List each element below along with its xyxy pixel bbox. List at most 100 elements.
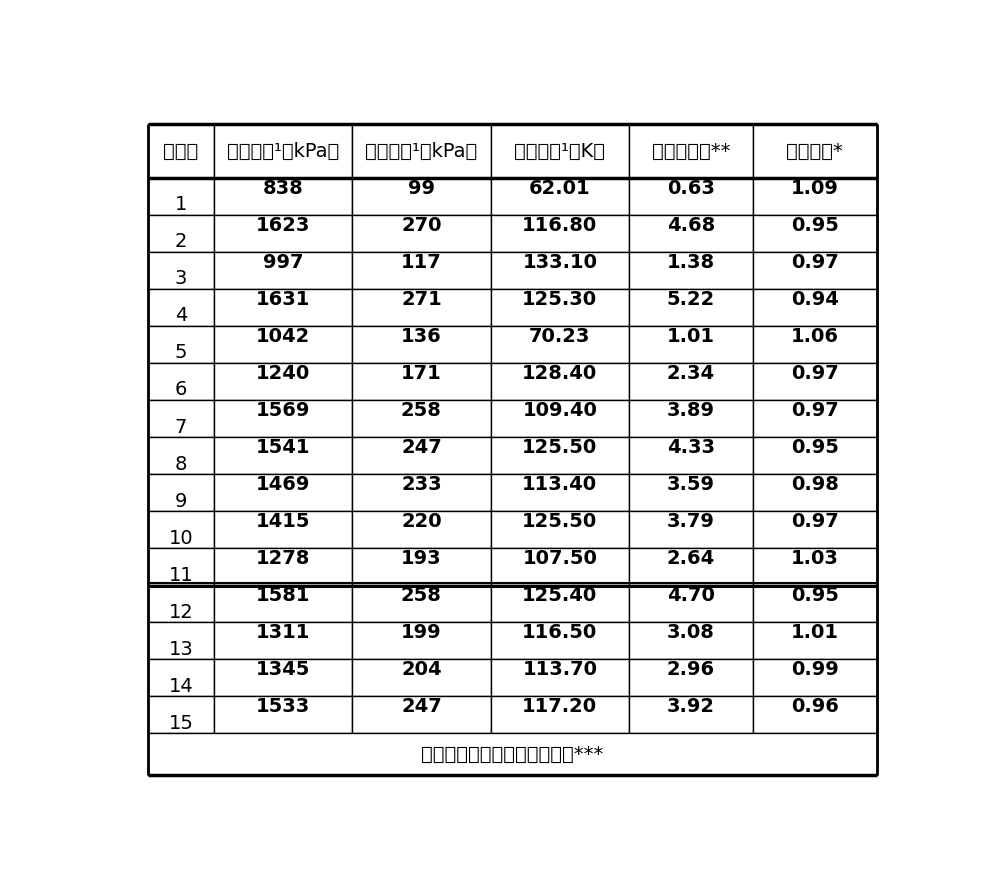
Bar — [148, 363, 214, 401]
Text: 相对制冷量**: 相对制冷量** — [652, 142, 730, 160]
Text: 8: 8 — [175, 455, 187, 473]
Bar — [352, 124, 491, 178]
Text: 199: 199 — [401, 623, 442, 643]
Bar — [352, 178, 491, 215]
Text: 270: 270 — [401, 216, 442, 235]
Bar — [491, 289, 629, 327]
Bar — [753, 124, 877, 178]
Bar — [352, 622, 491, 659]
Bar — [352, 512, 491, 548]
Text: 136: 136 — [401, 328, 442, 346]
Bar — [352, 289, 491, 327]
Text: 0.95: 0.95 — [791, 438, 839, 457]
Bar — [491, 474, 629, 512]
Text: 5: 5 — [175, 344, 187, 362]
Bar — [214, 289, 352, 327]
Text: 117: 117 — [401, 253, 442, 272]
Text: 1569: 1569 — [256, 401, 310, 420]
Text: 271: 271 — [401, 290, 442, 309]
Bar — [148, 474, 214, 512]
Text: 3.79: 3.79 — [667, 513, 715, 531]
Text: 11: 11 — [169, 565, 193, 585]
Text: 3.89: 3.89 — [667, 401, 715, 420]
Bar — [352, 437, 491, 474]
Text: 3: 3 — [175, 270, 187, 288]
Bar — [148, 548, 214, 586]
Bar — [148, 253, 214, 289]
Text: 109.40: 109.40 — [522, 401, 597, 420]
Bar — [214, 622, 352, 659]
Bar — [148, 733, 877, 775]
Text: 1.09: 1.09 — [791, 179, 839, 198]
Bar — [148, 696, 214, 733]
Text: 1.03: 1.03 — [791, 549, 839, 568]
Bar — [214, 327, 352, 363]
Text: 233: 233 — [401, 475, 442, 494]
Bar — [753, 178, 877, 215]
Text: 1345: 1345 — [256, 660, 310, 679]
Bar — [491, 400, 629, 437]
Bar — [214, 696, 352, 733]
Text: 1240: 1240 — [256, 364, 310, 384]
Bar — [491, 215, 629, 253]
Text: 1.38: 1.38 — [667, 253, 715, 272]
Bar — [491, 512, 629, 548]
Bar — [629, 400, 753, 437]
Text: 0.96: 0.96 — [791, 697, 839, 716]
Bar — [629, 696, 753, 733]
Text: 13: 13 — [169, 640, 193, 659]
Bar — [753, 437, 877, 474]
Bar — [753, 622, 877, 659]
Bar — [753, 327, 877, 363]
Text: 4.68: 4.68 — [667, 216, 715, 235]
Text: 1042: 1042 — [256, 328, 310, 346]
Bar — [352, 659, 491, 696]
Bar — [629, 289, 753, 327]
Bar — [753, 548, 877, 586]
Text: 193: 193 — [401, 549, 442, 568]
Text: 现有技术中各制冷剂性能比较***: 现有技术中各制冷剂性能比较*** — [421, 745, 604, 764]
Text: 204: 204 — [401, 660, 442, 679]
Bar — [753, 512, 877, 548]
Text: 70.23: 70.23 — [529, 328, 591, 346]
Text: 258: 258 — [401, 587, 442, 605]
Bar — [753, 400, 877, 437]
Text: 2.64: 2.64 — [667, 549, 715, 568]
Bar — [753, 363, 877, 401]
Text: 125.30: 125.30 — [522, 290, 597, 309]
Bar — [629, 512, 753, 548]
Bar — [214, 474, 352, 512]
Bar — [352, 327, 491, 363]
Text: 0.95: 0.95 — [791, 216, 839, 235]
Text: 171: 171 — [401, 364, 442, 384]
Text: 0.94: 0.94 — [791, 290, 839, 309]
Bar — [148, 437, 214, 474]
Text: 实施例: 实施例 — [163, 142, 199, 160]
Bar — [629, 474, 753, 512]
Bar — [148, 586, 214, 622]
Text: 125.50: 125.50 — [522, 438, 597, 457]
Bar — [629, 327, 753, 363]
Bar — [629, 437, 753, 474]
Bar — [491, 548, 629, 586]
Text: 5.22: 5.22 — [667, 290, 715, 309]
Bar — [148, 400, 214, 437]
Text: 0.95: 0.95 — [791, 587, 839, 605]
Bar — [148, 327, 214, 363]
Text: 62.01: 62.01 — [529, 179, 591, 198]
Bar — [352, 474, 491, 512]
Text: 220: 220 — [401, 513, 442, 531]
Text: 247: 247 — [401, 438, 442, 457]
Text: 1.01: 1.01 — [791, 623, 839, 643]
Text: 3.59: 3.59 — [667, 475, 715, 494]
Text: 1311: 1311 — [256, 623, 310, 643]
Bar — [629, 622, 753, 659]
Bar — [214, 124, 352, 178]
Text: 0.99: 0.99 — [791, 660, 839, 679]
Text: 125.50: 125.50 — [522, 513, 597, 531]
Text: 258: 258 — [401, 401, 442, 420]
Text: 1415: 1415 — [256, 513, 310, 531]
Text: 116.80: 116.80 — [522, 216, 597, 235]
Text: 排气温度¹（K）: 排气温度¹（K） — [514, 142, 605, 160]
Bar — [753, 659, 877, 696]
